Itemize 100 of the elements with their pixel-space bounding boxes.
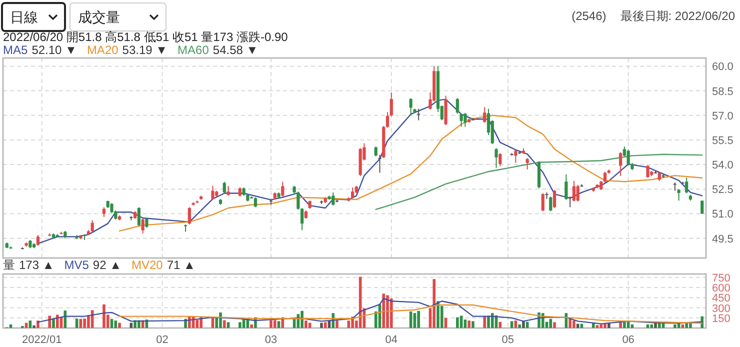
bar [619, 322, 622, 328]
bar [510, 321, 514, 328]
candlestick [390, 92, 393, 117]
annotation: 71 ▲ [166, 258, 196, 272]
candlestick [417, 108, 420, 121]
y-tick-label: 300 [712, 302, 730, 315]
bar [226, 322, 230, 328]
bar [522, 321, 525, 328]
bar [518, 324, 521, 328]
text: MV20 [131, 258, 164, 272]
candlestick [568, 196, 572, 208]
candlestick [374, 146, 378, 157]
x-tick-label: 2022/01 [22, 334, 62, 346]
candlestick [456, 98, 459, 114]
bar [32, 325, 36, 328]
annotation: 92 ▲ [92, 258, 122, 272]
bar [514, 320, 518, 328]
x-tick-label: 05 [502, 334, 514, 346]
bar [320, 322, 323, 328]
candlestick [572, 180, 576, 202]
bar [36, 320, 40, 328]
candlestick [541, 192, 544, 212]
candlestick [673, 182, 676, 192]
bar [623, 322, 626, 328]
candlestick [494, 148, 498, 168]
bar [250, 324, 253, 328]
candlestick [603, 171, 607, 184]
candlestick [677, 188, 680, 202]
bar [460, 316, 463, 328]
x-tick-label: 03 [264, 334, 278, 346]
bar [464, 320, 467, 328]
bar [75, 318, 78, 328]
bar [277, 321, 280, 328]
y-tick-label: 51.0 [712, 208, 734, 221]
text: 成交量 [78, 9, 120, 25]
candlestick [464, 112, 467, 128]
bar [553, 322, 556, 328]
bar [102, 304, 106, 328]
candlestick [658, 171, 661, 182]
y-tick-label: 57.0 [712, 110, 734, 122]
bar [596, 325, 599, 328]
bar [56, 314, 59, 328]
candlestick [145, 217, 148, 228]
bar [390, 298, 393, 328]
bar [490, 313, 494, 328]
bar [118, 322, 121, 328]
candlestick [254, 196, 258, 208]
bar [483, 316, 486, 328]
y-tick-label: 150 [712, 312, 730, 325]
y-tick-label: 55.5 [712, 134, 734, 147]
y-tick-label: 60.0 [712, 61, 734, 74]
candlestick [300, 208, 304, 231]
bar [600, 324, 603, 328]
text: 最後日期: 2022/06/20 [620, 9, 736, 23]
bar [650, 324, 654, 328]
candlestick [137, 206, 140, 227]
bar [64, 310, 67, 328]
bar [386, 295, 389, 328]
bar [436, 301, 440, 328]
bar [222, 320, 226, 328]
line-series [37, 98, 703, 244]
bar [52, 318, 55, 328]
bar [674, 324, 676, 328]
bar [472, 321, 474, 328]
bar [456, 317, 459, 328]
bar [238, 322, 242, 328]
text: 52.10 ▼ [32, 43, 77, 57]
candlestick [552, 189, 556, 208]
bar [689, 322, 692, 328]
bar [604, 324, 606, 328]
text: (2546) [572, 9, 606, 23]
text: 2022/06/20 開51.8 高51.8 低51 收51 量173 漲跌-0.90 [3, 30, 288, 44]
bar [382, 294, 386, 328]
bar [273, 320, 276, 328]
bar [549, 318, 552, 328]
bar [28, 320, 32, 328]
text: MV5 [64, 258, 90, 272]
x-tick-label: 06 [622, 334, 634, 346]
candlestick [460, 113, 463, 128]
y-tick-label: 750 [712, 272, 730, 284]
x-tick-label: 02 [156, 334, 168, 346]
bar [413, 313, 416, 328]
bar [347, 320, 350, 328]
y-tick-label: 52.5 [712, 184, 734, 196]
bar [300, 310, 304, 328]
x-tick-label: 04 [385, 334, 398, 346]
bar [324, 322, 327, 328]
candlestick [386, 112, 390, 128]
candlestick [409, 98, 412, 116]
text: MA20 [86, 43, 119, 57]
bar [114, 320, 118, 328]
candlestick [564, 174, 568, 200]
candlestick [351, 187, 354, 199]
candlestick [700, 200, 704, 214]
candlestick [141, 218, 144, 234]
candlestick [378, 154, 382, 174]
candlestick [549, 196, 552, 212]
y-tick-label: 450 [712, 292, 730, 305]
candlestick [685, 177, 688, 194]
candlestick [222, 181, 226, 194]
